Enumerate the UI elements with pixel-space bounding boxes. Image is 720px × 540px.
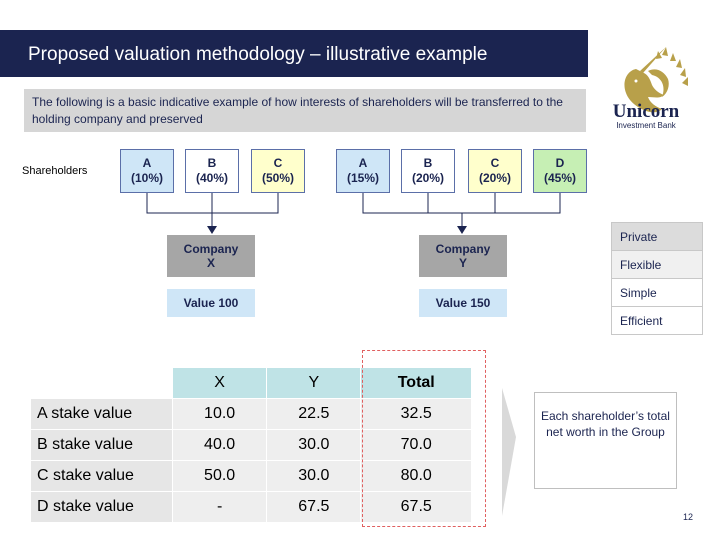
row-label: D stake value — [31, 491, 172, 522]
table-row: B stake value 40.0 30.0 70.0 — [31, 429, 471, 460]
table-row: A stake value 10.0 22.5 32.5 — [31, 398, 471, 429]
row-label: C stake value — [31, 460, 172, 491]
chevron-right-icon — [502, 388, 516, 516]
row-label: B stake value — [31, 429, 172, 460]
shareholder-box-y-c: C (20%) — [468, 149, 522, 193]
attribute-cell: Efficient — [611, 306, 703, 335]
intro-box — [24, 89, 586, 132]
cell-value: 22.5 — [266, 398, 361, 429]
company-label: Company — [435, 242, 491, 256]
cell-total: 32.5 — [360, 398, 471, 429]
shareholders-label: Shareholders — [22, 165, 88, 177]
cell-value: - — [172, 491, 267, 522]
company-y-value: Value 150 — [419, 289, 507, 317]
cell-value: 50.0 — [172, 460, 267, 491]
shareholder-name: A — [358, 156, 368, 170]
attributes-table: Private Flexible Simple Efficient — [611, 222, 703, 335]
attribute-row: Efficient — [611, 306, 703, 335]
arrow-down-icon — [457, 226, 467, 234]
shareholder-box-x-c: C (50%) — [251, 149, 305, 193]
total-column-highlight — [362, 350, 486, 527]
shareholder-box-y-d: D (45%) — [533, 149, 587, 193]
shareholder-stake: (45%) — [543, 171, 576, 185]
summary-text: Each shareholder’s total net worth in th… — [541, 409, 670, 439]
shareholder-stake: (20%) — [411, 171, 444, 185]
cell-total: 80.0 — [360, 460, 471, 491]
attribute-row: Flexible — [611, 250, 703, 279]
attribute-cell: Flexible — [611, 250, 703, 279]
cell-value: 67.5 — [266, 491, 361, 522]
attribute-cell: Private — [611, 222, 703, 251]
cell-value: 30.0 — [266, 460, 361, 491]
shareholder-name: D — [555, 156, 565, 170]
arrow-down-icon — [207, 226, 217, 234]
header-cell-total: Total — [360, 368, 471, 398]
cell-total: 70.0 — [360, 429, 471, 460]
shareholder-stake: (10%) — [130, 171, 163, 185]
row-label: A stake value — [31, 398, 172, 429]
summary-box — [534, 392, 677, 489]
table-row: D stake value - 67.5 67.5 — [31, 491, 471, 522]
shareholder-name: B — [207, 156, 217, 170]
shareholder-box-x-b: B (40%) — [185, 149, 239, 193]
cell-value: 30.0 — [266, 429, 361, 460]
unicorn-head-icon — [624, 47, 688, 113]
table-row: C stake value 50.0 30.0 80.0 — [31, 460, 471, 491]
shareholder-name: B — [423, 156, 433, 170]
shareholder-name: C — [490, 156, 500, 170]
page-number: 12 — [683, 512, 694, 522]
attribute-row: Private — [611, 222, 703, 251]
logo-name: Unicorn — [612, 101, 680, 122]
shareholder-name: A — [142, 156, 152, 170]
company-x-value: Value 100 — [167, 289, 255, 317]
shareholder-stake: (40%) — [195, 171, 228, 185]
logo-subtitle: Investment Bank — [616, 121, 676, 130]
company-x-box: Company X — [167, 235, 255, 277]
slide-title: Proposed valuation methodology – illustr… — [28, 44, 488, 65]
intro-text: The following is a basic indicative exam… — [32, 95, 563, 126]
company-label: Company — [183, 242, 239, 256]
shareholder-box-x-a: A (10%) — [120, 149, 174, 193]
header-cell-x: X — [172, 368, 267, 398]
attribute-cell: Simple — [611, 278, 703, 307]
cell-value: 10.0 — [172, 398, 267, 429]
cell-total: 67.5 — [360, 491, 471, 522]
shareholder-stake: (20%) — [478, 171, 511, 185]
shareholder-box-y-b: B (20%) — [401, 149, 455, 193]
company-y-box: Company Y — [419, 235, 507, 277]
attribute-row: Simple — [611, 278, 703, 307]
table-header-row: X Y Total — [31, 368, 471, 398]
header-cell-y: Y — [266, 368, 361, 398]
valuation-table: X Y Total A stake value 10.0 22.5 32.5 B… — [31, 368, 471, 522]
shareholder-stake: (50%) — [261, 171, 294, 185]
company-letter: Y — [458, 256, 467, 270]
company-letter: X — [206, 256, 215, 270]
title-bar — [0, 30, 588, 77]
header-cell — [31, 368, 172, 398]
shareholder-stake: (15%) — [346, 171, 379, 185]
shareholder-name: C — [273, 156, 283, 170]
shareholder-box-y-a: A (15%) — [336, 149, 390, 193]
cell-value: 40.0 — [172, 429, 267, 460]
